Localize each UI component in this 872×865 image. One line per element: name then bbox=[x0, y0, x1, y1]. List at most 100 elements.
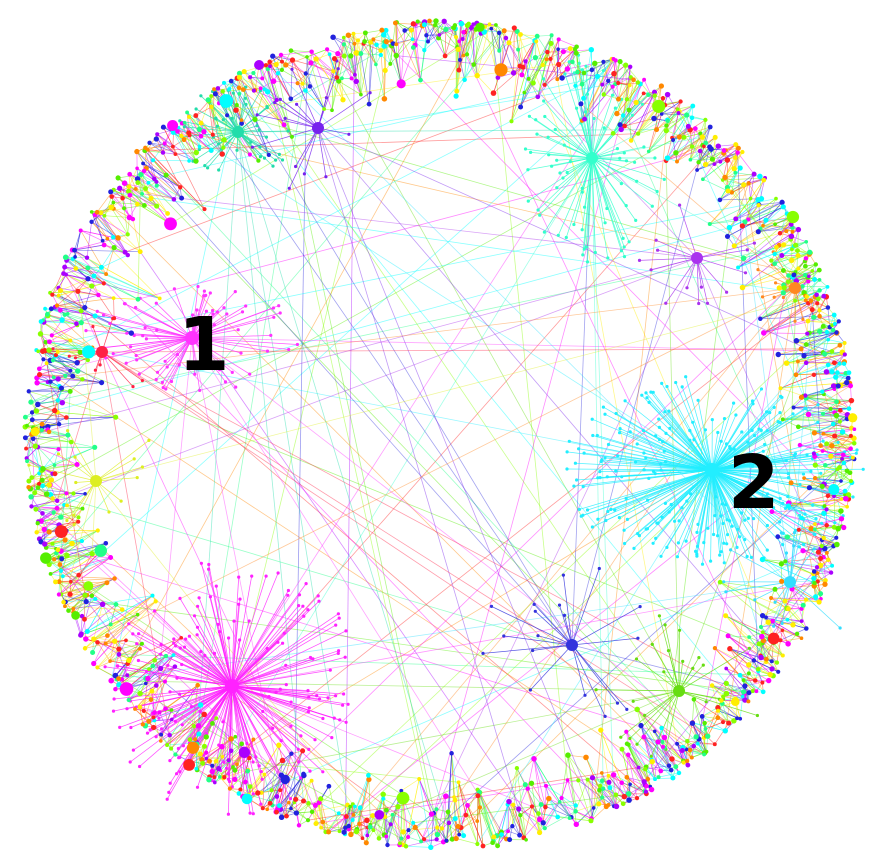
edge bbox=[814, 529, 838, 545]
edge bbox=[722, 703, 741, 719]
edge bbox=[383, 798, 399, 808]
edge bbox=[472, 24, 475, 65]
edge bbox=[296, 798, 321, 814]
edge bbox=[66, 274, 99, 296]
edge bbox=[729, 648, 755, 661]
edge bbox=[318, 802, 322, 828]
edge bbox=[58, 585, 89, 595]
edge bbox=[816, 566, 832, 573]
edge bbox=[479, 792, 494, 841]
edge bbox=[458, 782, 478, 845]
edge bbox=[714, 647, 769, 681]
edge bbox=[39, 374, 102, 383]
edge bbox=[382, 798, 386, 817]
edge bbox=[109, 641, 116, 662]
edge bbox=[508, 801, 525, 838]
edge bbox=[55, 530, 98, 550]
edge bbox=[60, 278, 89, 291]
edge bbox=[144, 150, 181, 188]
edge bbox=[58, 295, 85, 308]
edge bbox=[626, 743, 639, 768]
edge bbox=[465, 789, 478, 816]
edge bbox=[105, 601, 156, 644]
edge bbox=[157, 133, 197, 162]
edge bbox=[209, 746, 223, 762]
edge bbox=[110, 601, 156, 625]
edge bbox=[339, 287, 796, 832]
edge bbox=[69, 379, 83, 392]
edge bbox=[30, 401, 63, 404]
edge bbox=[626, 731, 674, 779]
edge bbox=[93, 595, 153, 640]
edge bbox=[91, 211, 103, 241]
edge bbox=[711, 685, 719, 708]
edge bbox=[129, 194, 145, 206]
edge bbox=[628, 744, 656, 780]
edge bbox=[407, 836, 422, 842]
edge bbox=[86, 604, 103, 632]
edge bbox=[64, 266, 93, 287]
edge bbox=[25, 437, 41, 469]
edge bbox=[748, 631, 763, 638]
edge bbox=[658, 772, 680, 778]
edge bbox=[521, 74, 698, 259]
edge bbox=[110, 604, 117, 625]
edge bbox=[30, 387, 62, 403]
edge bbox=[61, 375, 74, 389]
edge bbox=[139, 654, 174, 708]
edge bbox=[479, 792, 493, 843]
edge bbox=[729, 648, 750, 666]
edge bbox=[725, 615, 750, 638]
edge bbox=[698, 716, 703, 740]
edge bbox=[405, 845, 431, 848]
edge bbox=[518, 788, 529, 810]
edge bbox=[451, 753, 455, 798]
edge bbox=[35, 434, 69, 447]
edge bbox=[798, 529, 834, 547]
edge bbox=[63, 273, 114, 299]
edge bbox=[62, 557, 111, 577]
edge bbox=[148, 182, 168, 214]
edge bbox=[798, 518, 842, 531]
edge bbox=[743, 679, 757, 692]
edge bbox=[624, 118, 655, 127]
edge bbox=[129, 174, 137, 190]
edge bbox=[578, 780, 615, 807]
edge bbox=[827, 307, 831, 328]
edge bbox=[587, 779, 607, 807]
edge bbox=[47, 429, 68, 436]
edge bbox=[146, 167, 175, 200]
edge bbox=[66, 505, 83, 509]
edge bbox=[501, 804, 509, 833]
edge bbox=[402, 798, 407, 847]
edge bbox=[815, 470, 848, 479]
edge bbox=[626, 743, 652, 761]
edge bbox=[145, 655, 167, 679]
edge bbox=[640, 725, 670, 766]
edge bbox=[587, 779, 592, 819]
edge bbox=[575, 811, 592, 822]
edge bbox=[64, 314, 82, 323]
edge bbox=[139, 681, 166, 708]
edge bbox=[218, 746, 223, 769]
edge bbox=[533, 758, 561, 802]
edge bbox=[729, 648, 774, 676]
edge bbox=[386, 809, 404, 833]
edge bbox=[152, 159, 190, 162]
edge bbox=[172, 125, 200, 147]
edge bbox=[104, 215, 130, 218]
edge bbox=[149, 142, 164, 153]
edge bbox=[84, 582, 108, 596]
edge bbox=[717, 710, 729, 724]
edge bbox=[87, 609, 123, 632]
edge bbox=[28, 389, 63, 392]
edge bbox=[97, 601, 156, 668]
edge bbox=[407, 822, 414, 838]
edge bbox=[356, 775, 369, 830]
edge bbox=[815, 472, 851, 479]
edge bbox=[66, 274, 92, 287]
edge bbox=[621, 782, 645, 792]
edge bbox=[744, 685, 749, 702]
edge bbox=[169, 735, 172, 749]
edge bbox=[600, 730, 611, 788]
